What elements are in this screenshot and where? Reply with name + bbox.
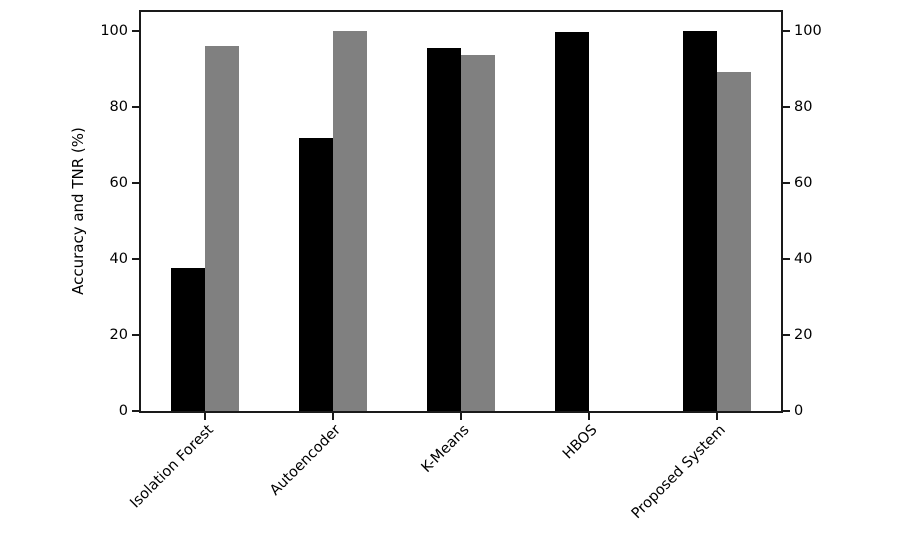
y-tick-label-right-40: 40 — [794, 251, 813, 267]
y-tick-label-right-100: 100 — [794, 23, 822, 39]
bar-accuracy-isolation-forest — [171, 267, 205, 411]
y-tick-right-0 — [783, 410, 790, 412]
y-tick-left-40 — [132, 258, 139, 260]
bar-tnr-autoencoder — [333, 31, 367, 411]
y-tick-left-80 — [132, 106, 139, 108]
y-tick-label-left-40: 40 — [109, 251, 128, 267]
bar-accuracy-autoencoder — [299, 137, 333, 411]
bar-accuracy-proposed-system — [683, 31, 717, 411]
y-tick-left-20 — [132, 334, 139, 336]
bar-accuracy-hbos — [555, 32, 589, 411]
plot-area: Isolation Forest Autoencoder K-Means HBOS Pr… — [100, 10, 822, 522]
x-tick-label-k-means: K-Means — [418, 422, 473, 476]
y-tick-label-left-60: 60 — [109, 175, 128, 191]
y-tick-right-40 — [783, 258, 790, 260]
y-axis-label: Accuracy and TNR (%) — [69, 127, 87, 295]
y-tick-label-left-0: 0 — [118, 403, 128, 419]
y-tick-label-right-60: 60 — [794, 175, 813, 191]
y-tick-label-left-20: 20 — [109, 327, 128, 343]
x-tick-autoencoder — [332, 413, 334, 420]
y-tick-left-60 — [132, 182, 139, 184]
bar-accuracy-k-means — [427, 48, 461, 411]
x-tick-label-proposed-system: Proposed System — [628, 422, 729, 523]
x-tick-proposed-system — [716, 413, 718, 420]
bar-tnr-isolation-forest — [205, 46, 239, 411]
y-tick-right-100 — [783, 30, 790, 32]
bar-tnr-k-means — [461, 54, 495, 411]
y-tick-label-left-80: 80 — [109, 99, 128, 115]
y-tick-left-0 — [132, 410, 139, 412]
x-tick-hbos — [588, 413, 590, 420]
y-tick-right-80 — [783, 106, 790, 108]
x-tick-label-isolation-forest: Isolation Forest — [126, 422, 217, 512]
y-tick-label-right-0: 0 — [794, 403, 804, 419]
y-tick-right-20 — [783, 334, 790, 336]
y-tick-label-right-80: 80 — [794, 99, 813, 115]
x-tick-k-means — [460, 413, 462, 420]
y-tick-label-right-20: 20 — [794, 327, 813, 343]
x-tick-label-hbos: HBOS — [559, 422, 601, 463]
y-tick-label-left-100: 100 — [100, 23, 128, 39]
y-tick-left-100 — [132, 30, 139, 32]
bar-tnr-proposed-system — [717, 72, 751, 411]
x-tick-label-autoencoder: Autoencoder — [267, 422, 345, 499]
y-tick-right-60 — [783, 182, 790, 184]
x-tick-isolation-forest — [204, 413, 206, 420]
